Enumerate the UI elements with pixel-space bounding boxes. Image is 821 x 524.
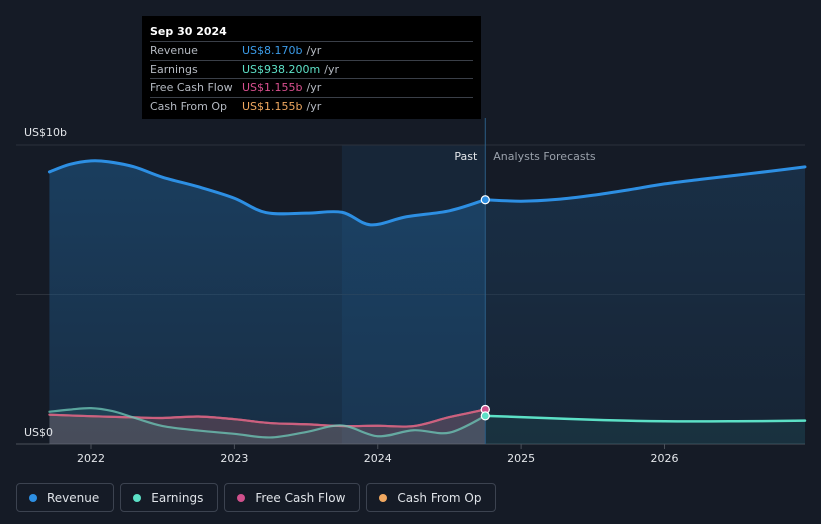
- legend-label: Earnings: [151, 490, 204, 505]
- legend-item-free-cash-flow[interactable]: Free Cash Flow: [224, 483, 361, 512]
- legend-item-earnings[interactable]: Earnings: [120, 483, 219, 512]
- past-label: Past: [454, 150, 478, 163]
- x-tick-label: 2024: [364, 452, 392, 465]
- tooltip-label: Cash From Op: [150, 99, 228, 113]
- tooltip-date: Sep 30 2024: [150, 25, 227, 38]
- legend-item-cash-from-op[interactable]: Cash From Op: [366, 483, 497, 512]
- y-axis-top-label: US$10b: [24, 126, 67, 139]
- cash-from-op-dot-icon: [379, 493, 388, 502]
- x-tick-label: 2025: [507, 452, 535, 465]
- earnings-area: [49, 408, 486, 444]
- x-tick-label: 2026: [650, 452, 678, 465]
- tooltip-value: US$1.155b: [242, 81, 303, 94]
- tooltip-row-free-cash-flow: Free Cash Flow US$1.155b /yr: [150, 78, 473, 97]
- legend: Revenue Earnings Free Cash Flow Cash Fro…: [16, 483, 497, 512]
- tooltip-unit: /yr: [324, 62, 339, 76]
- revenue-line: [47, 159, 487, 227]
- legend-label: Revenue: [47, 490, 100, 505]
- tooltip-value: US$1.155b: [242, 99, 303, 113]
- revenue-forecast-line: [483, 165, 807, 203]
- tooltip-label: Free Cash Flow: [150, 81, 233, 94]
- tooltip-unit: /yr: [306, 44, 322, 57]
- series-markers: [480, 195, 490, 421]
- series-lines: [47, 159, 807, 439]
- legend-item-revenue[interactable]: Revenue: [16, 483, 115, 512]
- earnings-forecast-area: [485, 415, 805, 444]
- tooltip-value: US$8.170b: [242, 44, 303, 57]
- tooltip-panel: Sep 30 2024 Revenue US$8.170b /yr Earnin…: [142, 16, 481, 119]
- revenue-area: [49, 160, 486, 444]
- tooltip-label: Earnings: [150, 62, 198, 76]
- revenue-dot-icon: [29, 493, 37, 502]
- tooltip-value: US$938.200m: [242, 62, 321, 76]
- x-axis-ticks: 2022 2023 2024 2025 2026: [77, 444, 678, 465]
- tooltip-row-cash-from-op: Cash From Op US$1.155b /yr: [150, 96, 473, 116]
- x-tick-label: 2022: [77, 452, 105, 465]
- x-tick-label: 2023: [220, 452, 248, 465]
- earnings-marker: [480, 411, 490, 421]
- free-cash-flow-dot-icon: [237, 493, 246, 502]
- tooltip-row-earnings: Earnings US$938.200m /yr: [150, 59, 473, 79]
- y-axis-bottom-label: US$0: [24, 426, 53, 439]
- earnings-line: [48, 406, 487, 439]
- legend-label: Free Cash Flow: [255, 490, 346, 505]
- revenue-marker: [480, 195, 490, 205]
- tooltip-unit: /yr: [306, 99, 322, 113]
- revenue-forecast-area: [485, 166, 805, 444]
- earnings-forecast-line: [484, 414, 807, 423]
- tooltip-label: Revenue: [150, 44, 198, 57]
- forecast-label: Analysts Forecasts: [493, 150, 596, 163]
- legend-label: Cash From Op: [397, 490, 482, 505]
- earnings-dot-icon: [133, 493, 142, 502]
- tooltip-unit: /yr: [306, 81, 322, 94]
- tooltip-row-revenue: Revenue US$8.170b /yr: [150, 41, 473, 60]
